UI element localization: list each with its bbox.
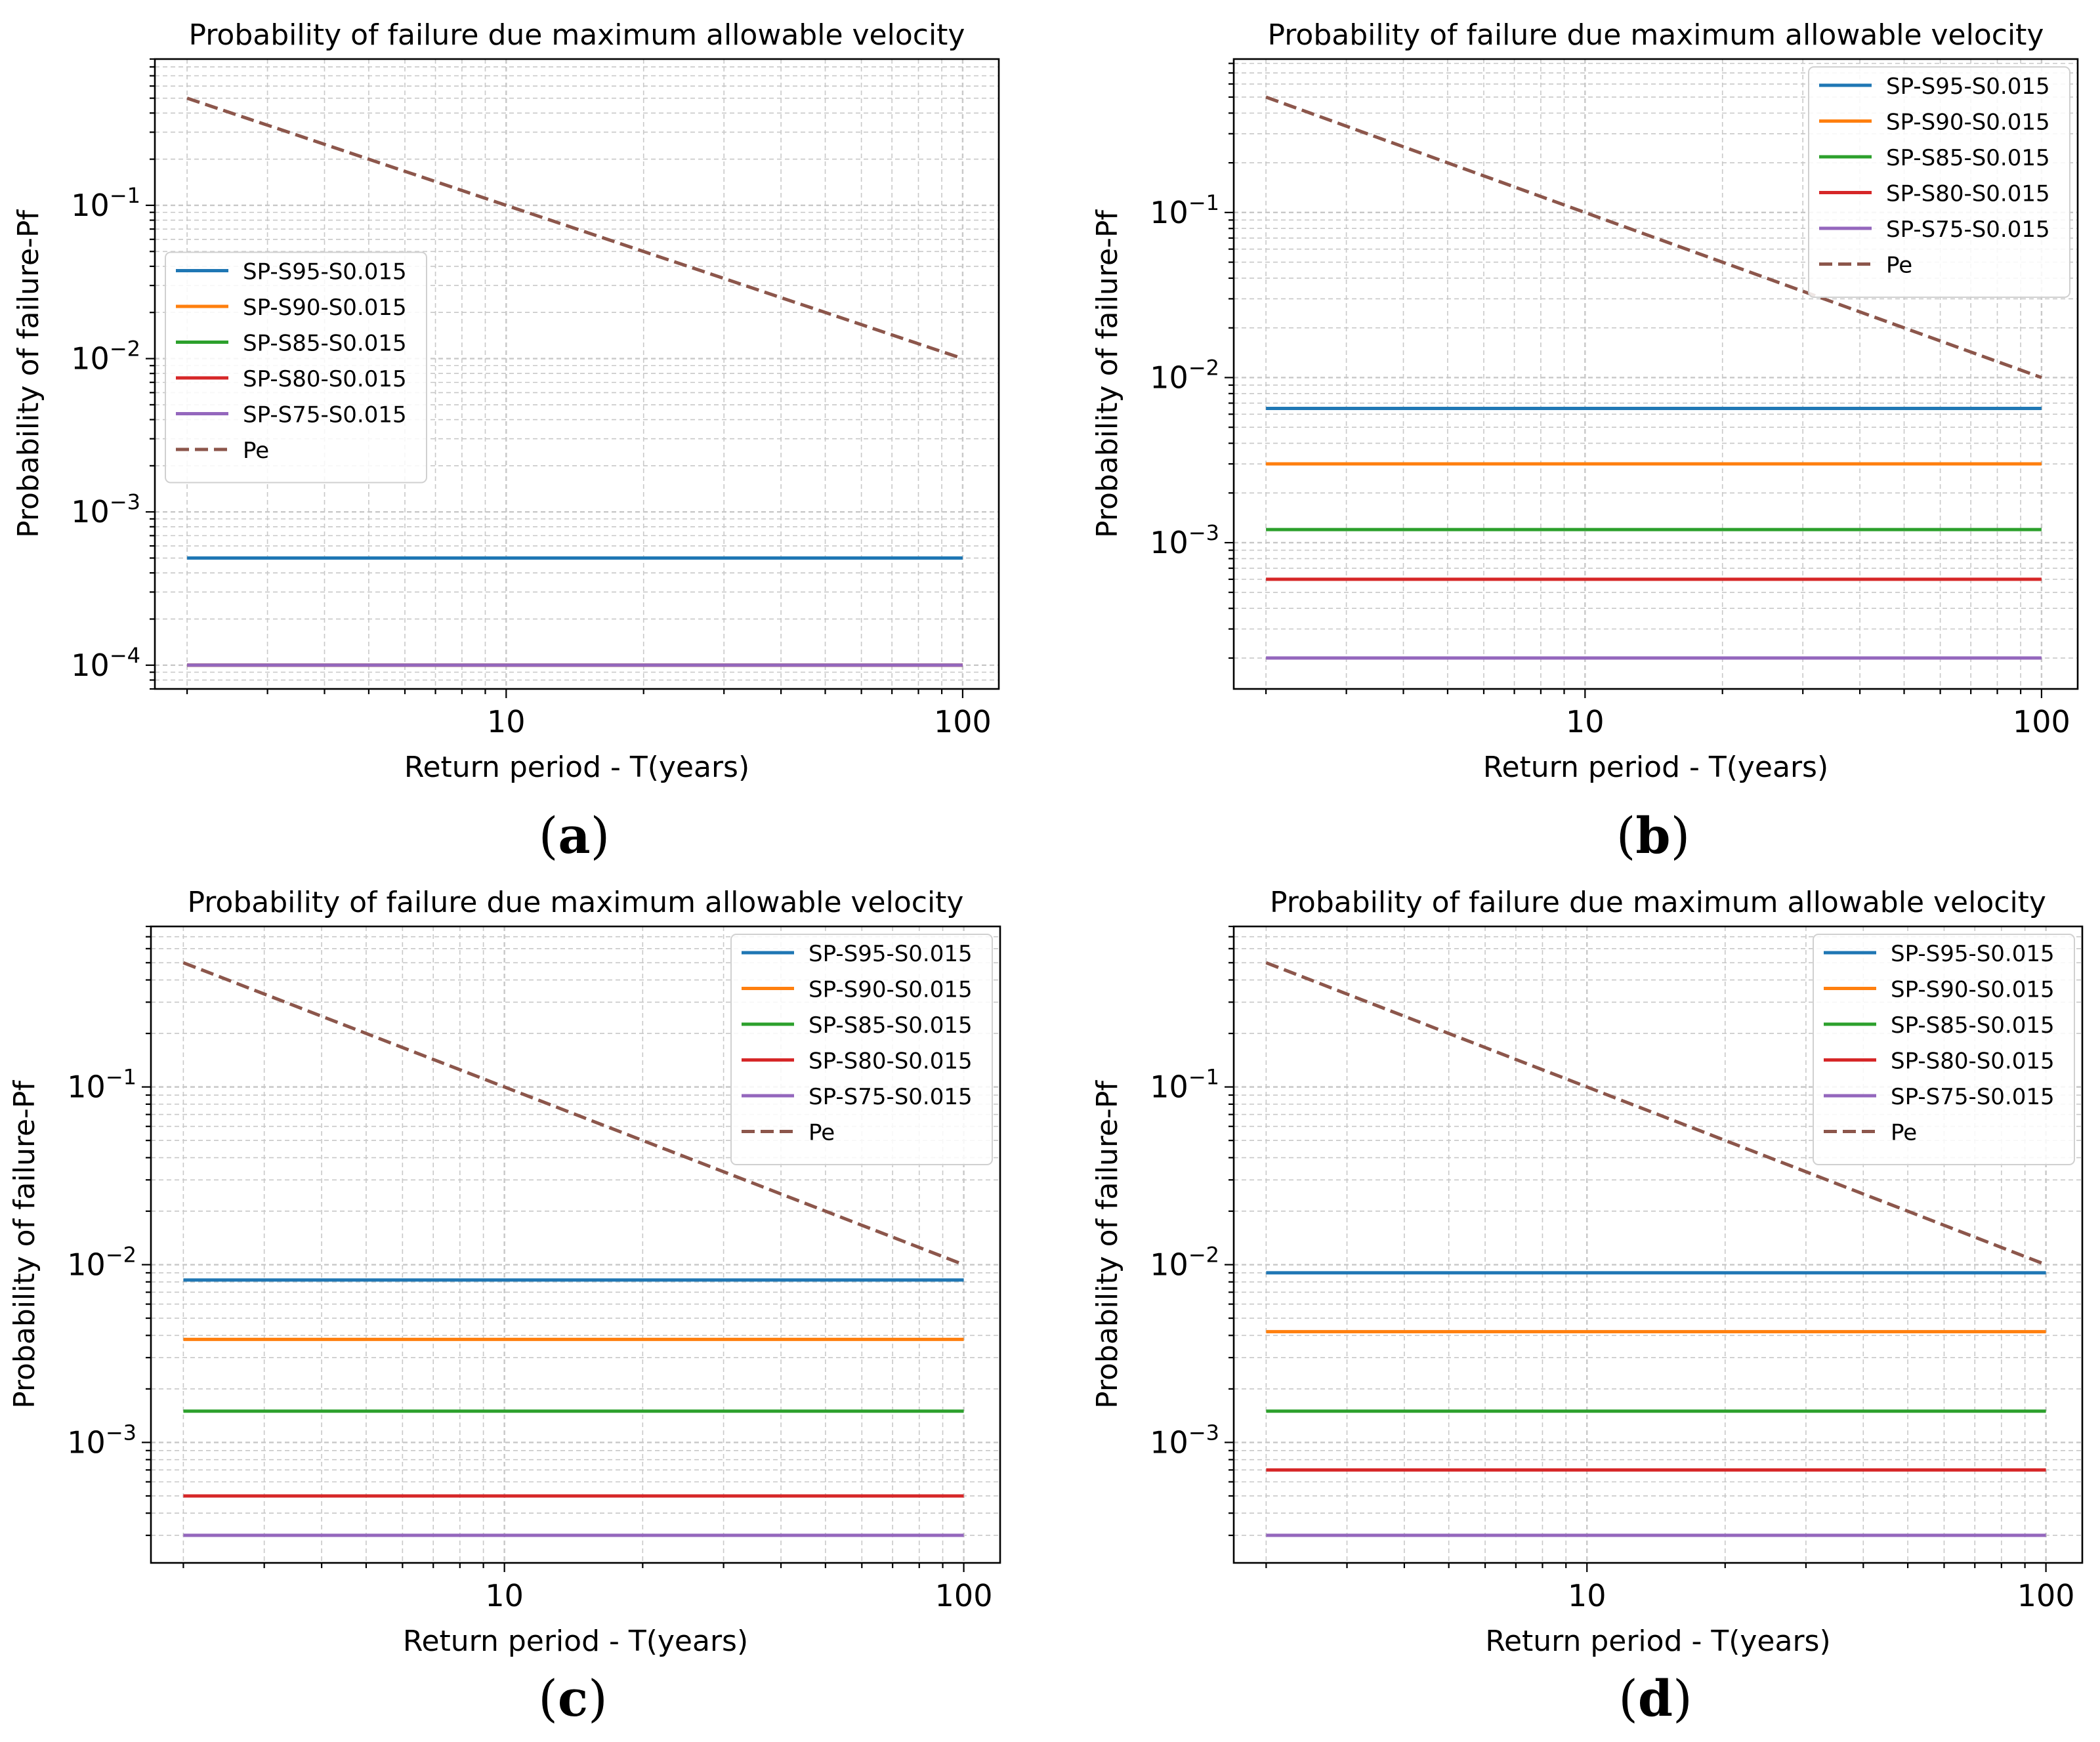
legend-label: Pe <box>1891 1120 1917 1146</box>
series-line-5 <box>1265 961 2047 1266</box>
series-group <box>1265 961 2047 1537</box>
series-group <box>186 96 963 667</box>
y-tick-label: 10−3 <box>1150 1420 1219 1460</box>
legend-label: SP-S85-S0.015 <box>1891 1012 2055 1039</box>
x-tick-label: 100 <box>934 704 992 739</box>
legend-label: SP-S80-S0.015 <box>1891 1048 2055 1075</box>
legend-label: SP-S90-S0.015 <box>808 977 973 1003</box>
y-ticks: 10−3 10−2 10−1 <box>1150 62 1234 659</box>
y-tick-label: 10−1 <box>1150 1065 1219 1105</box>
legend-label: Pe <box>808 1120 835 1146</box>
legend-label: Pe <box>243 438 269 464</box>
legend-label: SP-S95-S0.015 <box>808 941 973 967</box>
y-ticks: 10−3 10−2 10−1 <box>1150 925 1234 1537</box>
y-axis-label: Probability of failure-Pf <box>8 1080 41 1409</box>
y-tick-label: 10−2 <box>1150 1243 1219 1283</box>
panel-label: (c) <box>538 1669 608 1728</box>
legend-label: SP-S85-S0.015 <box>808 1012 973 1039</box>
x-tick-label: 100 <box>2013 704 2070 739</box>
y-axis-label: Probability of failure-Pf <box>12 209 45 538</box>
legend: SP-S95-S0.015 SP-S90-S0.015 SP-S85-S0.015 S… <box>1813 934 2075 1165</box>
chart-panel-d: 10 100 10−3 10−2 10−1 Probability of failure … <box>1091 886 2084 1728</box>
chart-title: Probability of failure due maximum allow… <box>1270 886 2046 919</box>
x-tick-label: 10 <box>1568 1578 1606 1613</box>
legend-box <box>165 251 427 484</box>
legend-label: SP-S95-S0.015 <box>1886 73 2050 100</box>
y-tick-label: 10−2 <box>1150 355 1219 395</box>
x-ticks: 10 100 <box>1265 1563 2075 1613</box>
x-axis-label: Return period - T(years) <box>403 1625 748 1658</box>
x-ticks: 10 100 <box>1265 689 2070 739</box>
plot-frame <box>150 925 1001 1564</box>
panel-label: (a) <box>539 806 610 865</box>
series-group <box>1265 95 2042 660</box>
x-ticks: 10 100 <box>186 689 992 739</box>
y-tick-label: 10−1 <box>67 1065 136 1105</box>
x-tick-label: 100 <box>935 1578 993 1613</box>
series-line-5 <box>186 96 963 360</box>
y-tick-label: 10−2 <box>67 1243 136 1283</box>
legend-label: SP-S90-S0.015 <box>1891 977 2055 1003</box>
y-ticks: 10−3 10−2 10−1 <box>67 925 151 1537</box>
y-tick-label: 10−1 <box>71 183 140 223</box>
x-axis-label: Return period - T(years) <box>1483 751 1828 784</box>
x-tick-label: 100 <box>2017 1578 2075 1613</box>
legend-box <box>730 934 993 1165</box>
legend-label: SP-S75-S0.015 <box>808 1084 973 1110</box>
legend-label: SP-S80-S0.015 <box>243 366 407 392</box>
series-line-5 <box>1265 95 2042 379</box>
chart-panel-c: 10 100 10−3 10−2 10−1 Probability of failure … <box>8 886 1001 1728</box>
legend-label: SP-S85-S0.015 <box>243 331 407 357</box>
x-ticks: 10 100 <box>182 1563 993 1613</box>
chart-title: Probability of failure due maximum allow… <box>1268 18 2044 52</box>
chart-panel-b: 10 100 10−3 10−2 10−1 Probability of failure … <box>1091 18 2079 865</box>
legend: SP-S95-S0.015 SP-S90-S0.015 SP-S85-S0.015 S… <box>165 251 427 484</box>
panel-label: (d) <box>1618 1669 1692 1728</box>
legend-label: SP-S80-S0.015 <box>1886 181 2050 207</box>
legend-label: SP-S75-S0.015 <box>1891 1084 2055 1110</box>
x-tick-label: 10 <box>487 704 526 739</box>
y-tick-label: 10−2 <box>71 337 140 377</box>
x-tick-label: 10 <box>1566 704 1605 739</box>
legend-label: SP-S75-S0.015 <box>243 402 407 428</box>
y-axis-label: Probability of failure-Pf <box>1091 209 1124 538</box>
y-tick-label: 10−3 <box>1150 520 1219 560</box>
y-tick-label: 10−1 <box>1150 190 1219 230</box>
y-tick-label: 10−4 <box>71 643 140 683</box>
legend-label: SP-S80-S0.015 <box>808 1048 973 1075</box>
legend-label: SP-S85-S0.015 <box>1886 145 2050 171</box>
series-line-5 <box>182 961 965 1266</box>
series-group <box>182 961 965 1537</box>
legend-label: SP-S90-S0.015 <box>243 295 407 321</box>
panel-label: (b) <box>1616 806 1690 865</box>
x-tick-label: 10 <box>485 1578 524 1613</box>
legend-box <box>1808 66 2070 298</box>
chart-title: Probability of failure due maximum allow… <box>188 886 964 919</box>
chart-panel-a: 10 100 10−4 10−3 10−2 10−1 Probability of fail… <box>12 18 1000 865</box>
x-axis-label: Return period - T(years) <box>1485 1625 1830 1658</box>
plot-frame <box>1232 925 2084 1564</box>
y-axis-label: Probability of failure-Pf <box>1091 1080 1124 1409</box>
plot-frame <box>1232 58 2079 690</box>
legend-label: SP-S95-S0.015 <box>1891 941 2055 967</box>
x-axis-label: Return period - T(years) <box>404 751 749 784</box>
legend: SP-S95-S0.015 SP-S90-S0.015 SP-S85-S0.015 S… <box>1808 66 2070 298</box>
legend-label: SP-S75-S0.015 <box>1886 217 2050 243</box>
legend-label: SP-S95-S0.015 <box>243 259 407 285</box>
y-tick-label: 10−3 <box>71 489 140 529</box>
legend-box <box>1813 934 2075 1165</box>
y-ticks: 10−4 10−3 10−2 10−1 <box>71 58 155 690</box>
legend-label: SP-S90-S0.015 <box>1886 110 2050 136</box>
y-tick-label: 10−3 <box>67 1420 136 1460</box>
chart-title: Probability of failure due maximum allow… <box>189 18 965 52</box>
legend-label: Pe <box>1886 253 1912 279</box>
legend: SP-S95-S0.015 SP-S90-S0.015 SP-S85-S0.015 S… <box>730 934 993 1165</box>
